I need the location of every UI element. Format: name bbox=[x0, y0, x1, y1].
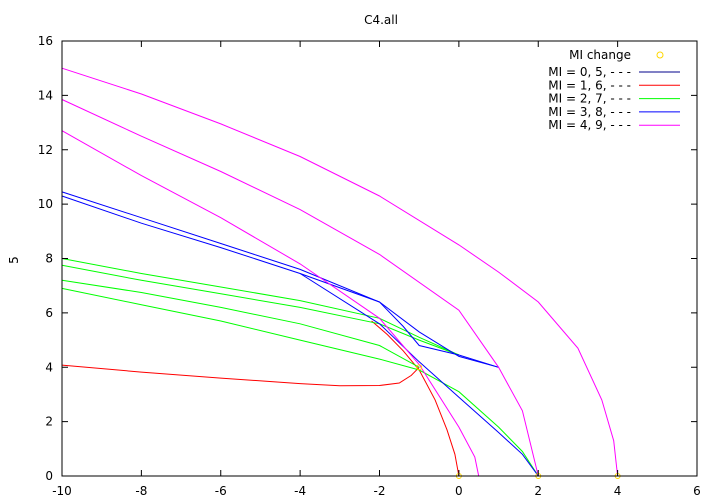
x-tick-label: -8 bbox=[135, 484, 147, 498]
x-tick-label: 6 bbox=[693, 484, 701, 498]
chart-title: C4.all bbox=[364, 13, 398, 27]
legend-label: MI = 2, 7, - - - bbox=[548, 92, 631, 106]
x-tick-label: -10 bbox=[52, 484, 72, 498]
y-tick-label: 14 bbox=[38, 88, 53, 102]
legend-label: MI = 3, 8, - - - bbox=[548, 105, 631, 119]
legend-marker bbox=[656, 51, 664, 59]
series-3-curve-1 bbox=[61, 195, 499, 368]
y-axis-ticks: 0 2 4 6 8 10 12 14 16 bbox=[38, 34, 697, 483]
series-4-curve-1 bbox=[61, 99, 539, 477]
y-tick-label: 2 bbox=[45, 415, 53, 429]
x-tick-label: -6 bbox=[215, 484, 227, 498]
y-tick-label: 6 bbox=[45, 306, 53, 320]
legend-label: MI = 1, 6, - - - bbox=[548, 78, 631, 92]
plot-curves bbox=[61, 67, 619, 477]
y-tick-label: 10 bbox=[38, 197, 53, 211]
x-tick-label: 2 bbox=[534, 484, 542, 498]
legend-label: MI = 4, 9, - - - bbox=[548, 118, 631, 132]
legend: MI change MI = 0, 5, - - -MI = 1, 6, - -… bbox=[548, 48, 680, 132]
series-2-curve-1 bbox=[61, 264, 460, 356]
y-axis-label: 5 bbox=[7, 256, 21, 264]
y-tick-label: 4 bbox=[45, 360, 53, 374]
series-2-curve-3 bbox=[61, 287, 539, 477]
series-3-curve-2 bbox=[299, 273, 539, 477]
series-4-curve-0 bbox=[61, 67, 619, 477]
y-tick-label: 16 bbox=[38, 34, 53, 48]
series-1-curve-1 bbox=[371, 320, 460, 477]
series-2-curve-2 bbox=[61, 279, 420, 368]
legend-label: MI = 0, 5, - - - bbox=[548, 65, 631, 79]
series-4-curve-2 bbox=[61, 130, 480, 477]
x-tick-label: -4 bbox=[294, 484, 306, 498]
x-tick-label: -2 bbox=[374, 484, 386, 498]
y-tick-label: 12 bbox=[38, 143, 53, 157]
series-1-curve-0 bbox=[61, 364, 420, 387]
mi-change-marker-0 bbox=[416, 364, 423, 371]
x-axis-ticks: -10 -8 -6 -4 -2 0 2 4 6 bbox=[52, 41, 701, 498]
series-2-curve-0 bbox=[61, 258, 460, 356]
legend-title: MI change bbox=[569, 48, 631, 62]
y-tick-label: 8 bbox=[45, 252, 53, 266]
x-tick-label: 0 bbox=[455, 484, 463, 498]
y-tick-label: 0 bbox=[45, 469, 53, 483]
x-tick-label: 4 bbox=[614, 484, 622, 498]
legend-entries: MI = 0, 5, - - -MI = 1, 6, - - -MI = 2, … bbox=[548, 65, 680, 132]
